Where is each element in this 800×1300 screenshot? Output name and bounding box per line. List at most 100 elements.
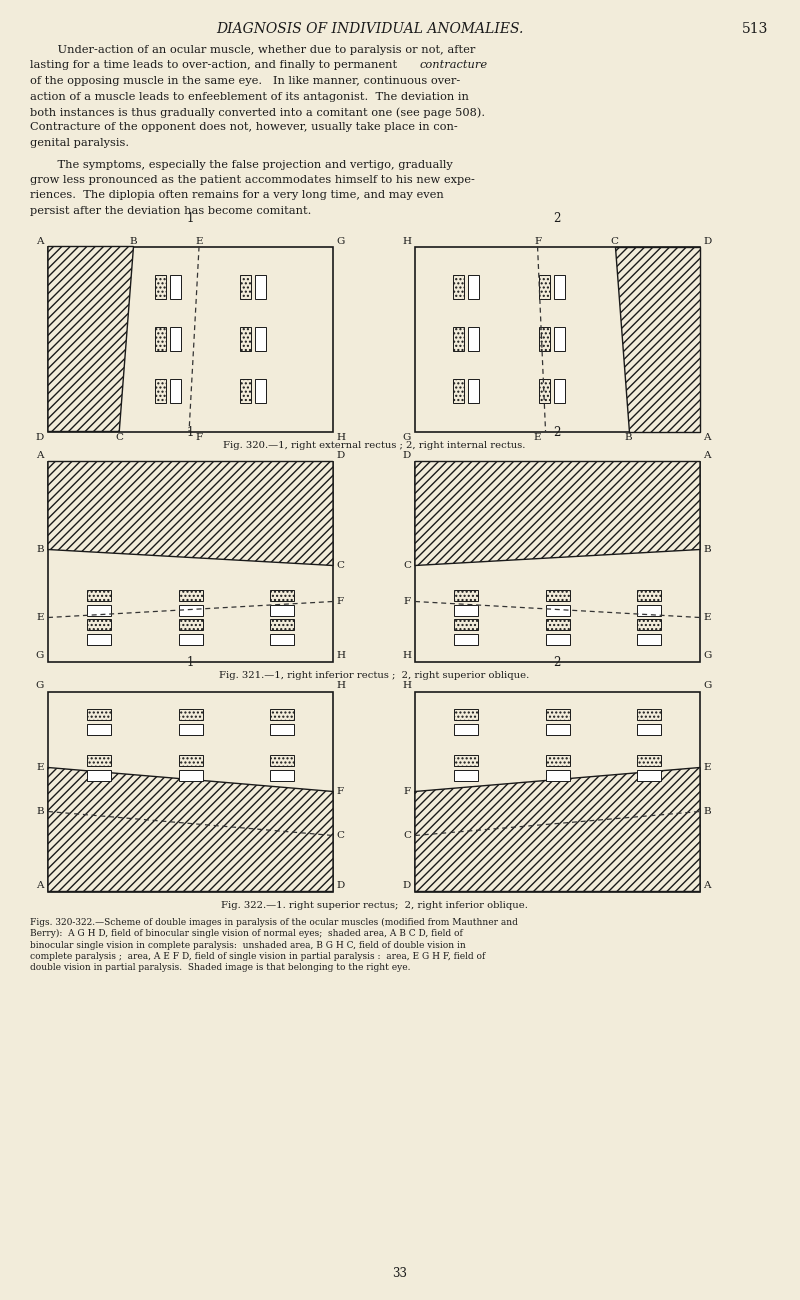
Text: Fig. 321.—1, right inferior rectus ;  2, right superior oblique.: Fig. 321.—1, right inferior rectus ; 2, …	[219, 672, 529, 680]
Text: G: G	[402, 433, 411, 442]
Bar	[637, 619, 661, 629]
Text: G: G	[36, 681, 44, 690]
Bar	[87, 724, 111, 734]
Bar	[87, 604, 111, 615]
Bar	[48, 692, 333, 892]
Text: complete paralysis ;  area, A E F D, field of single vision in partial paralysis: complete paralysis ; area, A E F D, fiel…	[30, 952, 486, 961]
Bar	[270, 633, 294, 645]
Text: A: A	[703, 433, 710, 442]
Text: G: G	[36, 651, 44, 660]
Text: G: G	[336, 237, 344, 246]
Text: binocular single vision in complete paralysis:  unshaded area, B G H C, field of: binocular single vision in complete para…	[30, 940, 466, 949]
Bar	[178, 619, 202, 629]
Text: E: E	[703, 763, 710, 772]
Text: Under-action of an ocular muscle, whether due to paralysis or not, after: Under-action of an ocular muscle, whethe…	[43, 46, 475, 55]
Bar	[415, 692, 700, 892]
Text: Fig. 322.—1. right superior rectus;  2, right inferior oblique.: Fig. 322.—1. right superior rectus; 2, r…	[221, 901, 527, 910]
Text: B: B	[703, 545, 710, 554]
Text: contracture: contracture	[420, 61, 488, 70]
Text: Figs. 320-322.—Scheme of double images in paralysis of the ocular muscles (modif: Figs. 320-322.—Scheme of double images i…	[30, 918, 518, 927]
Text: DIAGNOSIS OF INDIVIDUAL ANOMALIES.: DIAGNOSIS OF INDIVIDUAL ANOMALIES.	[216, 22, 524, 36]
Text: genital paralysis.: genital paralysis.	[30, 138, 129, 148]
Text: 513: 513	[742, 22, 768, 36]
Bar	[454, 633, 478, 645]
Bar	[240, 328, 251, 351]
Bar	[87, 770, 111, 780]
Bar	[546, 633, 570, 645]
Bar	[539, 328, 550, 351]
Bar	[546, 589, 570, 601]
Bar	[48, 462, 333, 662]
Bar	[270, 619, 294, 629]
Bar	[87, 633, 111, 645]
Text: D: D	[336, 881, 344, 891]
Bar	[240, 276, 251, 299]
Bar	[178, 724, 202, 734]
Text: double vision in partial paralysis.  Shaded image is that belonging to the right: double vision in partial paralysis. Shad…	[30, 963, 410, 972]
Text: C: C	[403, 831, 411, 840]
Text: 2: 2	[554, 656, 561, 670]
Bar	[454, 708, 478, 719]
Bar	[454, 328, 464, 351]
Bar	[546, 604, 570, 615]
Bar	[170, 378, 181, 403]
Bar	[554, 328, 565, 351]
Text: H: H	[336, 651, 345, 660]
Text: Berry):  A G H D, field of binocular single vision of normal eyes;  shaded area,: Berry): A G H D, field of binocular sing…	[30, 930, 462, 939]
Bar	[87, 754, 111, 766]
Text: D: D	[402, 451, 411, 460]
Polygon shape	[415, 462, 700, 566]
Text: 33: 33	[393, 1268, 407, 1280]
Bar	[270, 724, 294, 734]
Bar	[240, 378, 251, 403]
Bar	[454, 619, 478, 629]
Bar	[154, 378, 166, 403]
Text: E: E	[195, 237, 203, 246]
Bar	[270, 770, 294, 780]
Bar	[468, 328, 479, 351]
Text: E: E	[703, 614, 710, 621]
Text: lasting for a time leads to over-action, and finally to permanent: lasting for a time leads to over-action,…	[30, 61, 401, 70]
Text: 1: 1	[186, 426, 194, 439]
Bar	[87, 589, 111, 601]
Text: riences.  The diplopia often remains for a very long time, and may even: riences. The diplopia often remains for …	[30, 191, 444, 200]
Text: F: F	[534, 237, 541, 246]
Bar	[270, 708, 294, 719]
Bar	[454, 770, 478, 780]
Text: H: H	[336, 681, 345, 690]
Polygon shape	[48, 247, 134, 432]
Bar	[270, 754, 294, 766]
Text: C: C	[610, 237, 618, 246]
Bar	[87, 619, 111, 629]
Bar	[468, 378, 479, 403]
Text: H: H	[336, 433, 345, 442]
Bar	[255, 378, 266, 403]
Bar	[546, 619, 570, 629]
Bar	[637, 633, 661, 645]
Text: persist after the deviation has become comitant.: persist after the deviation has become c…	[30, 205, 311, 216]
Text: of the opposing muscle in the same eye.   In like manner, continuous over-: of the opposing muscle in the same eye. …	[30, 75, 460, 86]
Bar	[170, 328, 181, 351]
Bar	[170, 276, 181, 299]
Text: The symptoms, especially the false projection and vertigo, gradually: The symptoms, especially the false proje…	[43, 160, 453, 169]
Bar	[546, 708, 570, 719]
Text: H: H	[402, 651, 411, 660]
Text: F: F	[404, 786, 411, 796]
Text: 1: 1	[186, 656, 194, 670]
Bar	[546, 724, 570, 734]
Text: G: G	[703, 651, 711, 660]
Bar	[637, 754, 661, 766]
Bar	[454, 378, 464, 403]
Text: E: E	[534, 433, 542, 442]
Text: F: F	[336, 786, 343, 796]
Bar	[178, 633, 202, 645]
Bar	[154, 276, 166, 299]
Text: B: B	[625, 433, 633, 442]
Bar	[255, 276, 266, 299]
Text: E: E	[37, 763, 44, 772]
Polygon shape	[48, 462, 333, 566]
Text: D: D	[703, 237, 711, 246]
Bar	[539, 378, 550, 403]
Text: A: A	[37, 451, 44, 460]
Text: A: A	[703, 451, 710, 460]
